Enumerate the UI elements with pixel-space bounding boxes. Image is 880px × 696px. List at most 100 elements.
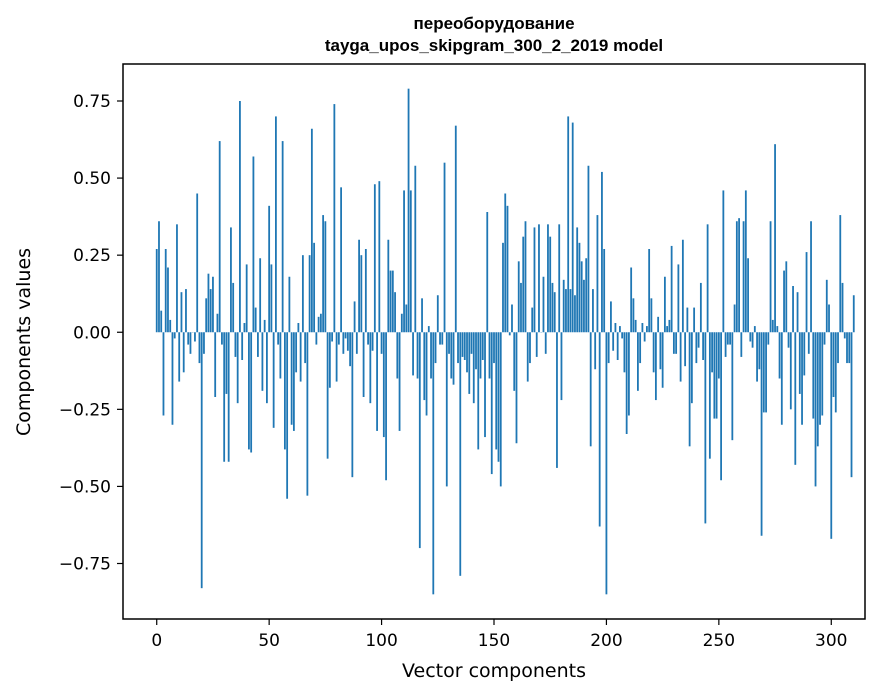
bar [405,304,408,333]
bar [834,332,837,413]
bar [349,332,351,367]
y-tick-label: −0.75 [59,555,111,575]
bar [308,255,311,333]
bar [436,295,439,333]
bar [675,332,678,354]
bar [605,332,608,595]
bar [837,332,839,364]
bar [279,332,282,379]
bar [443,162,446,333]
bar [607,332,610,364]
x-tick-label: 100 [365,631,397,651]
bar [819,332,821,425]
bar [668,319,671,333]
bar [434,332,437,364]
bar [301,255,304,333]
x-axis-ticks: 0 50 100 150 200 250 300 [151,619,847,651]
bar [441,332,444,345]
bar [373,184,376,333]
bar [189,332,192,354]
bar [416,332,419,379]
y-tick-label: 0.00 [73,323,111,343]
bar [367,332,369,345]
x-tick-label: 50 [258,631,280,651]
bar [850,332,853,478]
bar [702,332,705,360]
bar [780,332,783,425]
bar [427,326,430,333]
bar [589,332,592,447]
bar [511,304,513,333]
bar [209,289,212,333]
bar-series [155,88,855,595]
bar [646,326,648,333]
bar [160,310,163,333]
bar [614,323,617,333]
bar [708,332,711,459]
x-tick-label: 300 [815,631,847,651]
bar [654,332,657,401]
bar [650,298,653,333]
bar [771,319,774,333]
bar [452,332,455,385]
bar [481,332,484,360]
bar [544,332,547,354]
bar [569,289,572,333]
bar [839,215,842,333]
bar [830,332,833,539]
bar [522,236,525,333]
bar [807,332,810,354]
bar [283,332,286,450]
bar [571,122,574,333]
bar [502,242,504,333]
bar [463,332,466,360]
bar [423,332,426,401]
bar [776,326,779,333]
bar [677,264,680,333]
bar [621,332,624,339]
bar [531,307,534,333]
bar [418,332,421,549]
bar [358,239,360,333]
bar [243,323,246,333]
bar [657,316,660,333]
bar [769,221,772,333]
bar [227,332,230,462]
bar [259,258,262,333]
bar [670,245,673,333]
bar [832,332,835,397]
bar [695,332,698,364]
bar [407,88,410,333]
bar [823,332,826,345]
bar [315,332,318,345]
bar [245,264,248,333]
bar [194,332,196,342]
bar [421,298,423,333]
bar [787,332,790,348]
bar [250,332,253,453]
bar [445,332,448,487]
bar [169,319,172,333]
bar [324,221,327,333]
bar [236,332,239,404]
bar [792,286,794,333]
bar [583,279,585,333]
bar [852,295,855,333]
bar [722,190,725,333]
bar [180,292,183,333]
bar [774,144,776,333]
bar [412,332,414,376]
bar [625,332,628,434]
x-tick-label: 250 [703,631,735,651]
bar [466,332,468,373]
bar [281,141,284,333]
bar [814,332,817,487]
bar [549,236,552,333]
bar [272,332,275,428]
bar [182,332,185,373]
bar [454,125,457,333]
bar [697,332,700,348]
bar [326,332,329,459]
bar [735,221,738,333]
